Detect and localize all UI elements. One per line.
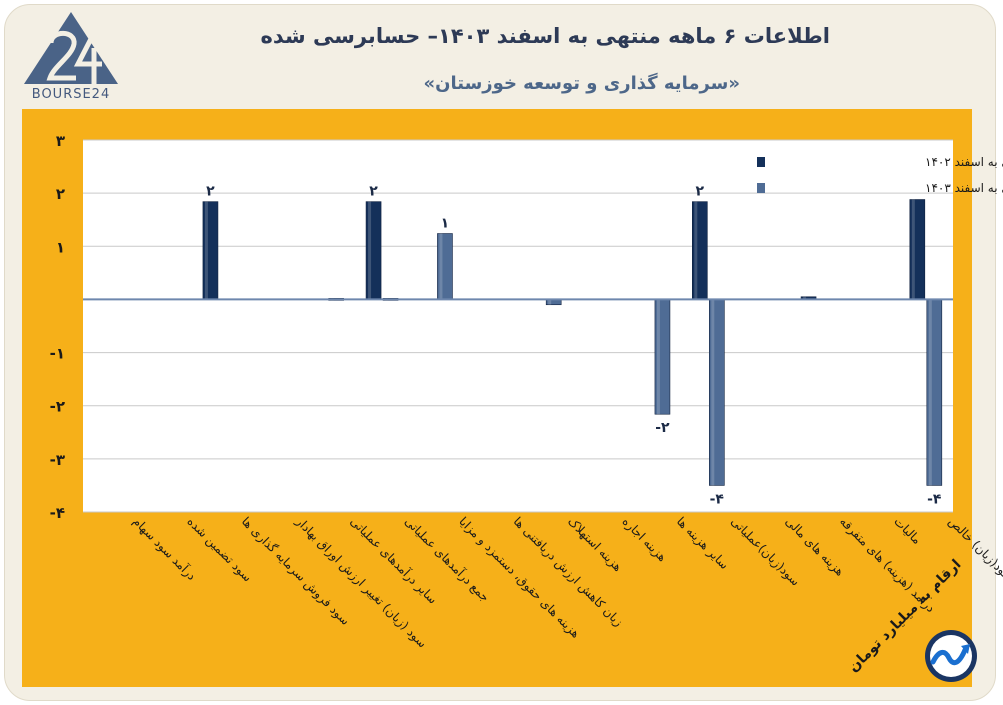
bourse24-logo: BOURSE24 (16, 8, 126, 104)
legend-label: عملکرد منتهی به اسفند ۱۴۰۳ (925, 181, 1003, 196)
y-tick-label: -۳ (50, 451, 65, 469)
trend-badge-icon (923, 628, 979, 684)
y-tick-label: -۱ (50, 345, 65, 363)
chart-title: اطلاعات ۶ ماهه منتهی به اسفند ۱۴۰۳– حساب… (260, 24, 830, 48)
data-label: -۲ (655, 420, 670, 436)
y-axis: ۳ ۲ ۱ -۱ -۲ -۳ -۴ (50, 132, 65, 522)
data-label: ۱ (441, 216, 450, 232)
plot-area (83, 140, 953, 512)
bar-highlight (694, 201, 698, 300)
y-tick-label: ۳ (56, 132, 65, 150)
data-labels: ۲ ۲ ۲ ۱ -۲ -۴ -۴ (206, 184, 942, 508)
bar-highlight (656, 299, 660, 415)
data-label: ۲ (696, 184, 705, 200)
logo-text: BOURSE24 (31, 87, 111, 102)
y-tick-label: ۲ (56, 185, 65, 203)
bar-highlight (928, 299, 932, 486)
y-tick-label: -۴ (50, 504, 65, 522)
x-tick-label: مالیات (891, 514, 924, 547)
bars (202, 199, 943, 486)
bar-highlight (803, 296, 807, 300)
bar-highlight (368, 201, 372, 300)
bar-highlight (439, 233, 443, 300)
legend-swatch (757, 157, 765, 167)
grid-lines (83, 139, 953, 513)
data-label: ۲ (369, 184, 378, 200)
bar-highlight (711, 299, 715, 486)
data-label: -۴ (927, 491, 942, 507)
data-label: ۲ (206, 184, 215, 200)
bar-highlight (204, 201, 208, 300)
chart-subtitle: «سرمایه گذاری و توسعه خوزستان» (423, 73, 741, 94)
x-tick-label: زیان کاهش ارزش دریافتنی ها (510, 514, 626, 630)
legend: عملکرد منتهی به اسفند ۱۴۰۲ عملکرد منتهی ب… (757, 155, 1003, 196)
x-tick-label: سایر هزینه ها (673, 514, 731, 572)
legend-swatch (757, 183, 765, 193)
legend-label: عملکرد منتهی به اسفند ۱۴۰۲ (925, 155, 1003, 170)
x-tick-label: سود فروش سرمایه گذاری ها (238, 514, 352, 628)
y-tick-label: -۲ (50, 398, 65, 416)
x-tick-label: هزینه استهلاک (564, 514, 625, 575)
logo-triangle-icon (24, 12, 118, 84)
bar-highlight (911, 199, 915, 300)
x-tick-label: هزینه اجاره (619, 514, 670, 565)
bar-highlight (548, 299, 552, 305)
data-label: -۴ (710, 491, 725, 507)
y-tick-label: ۱ (56, 238, 65, 256)
